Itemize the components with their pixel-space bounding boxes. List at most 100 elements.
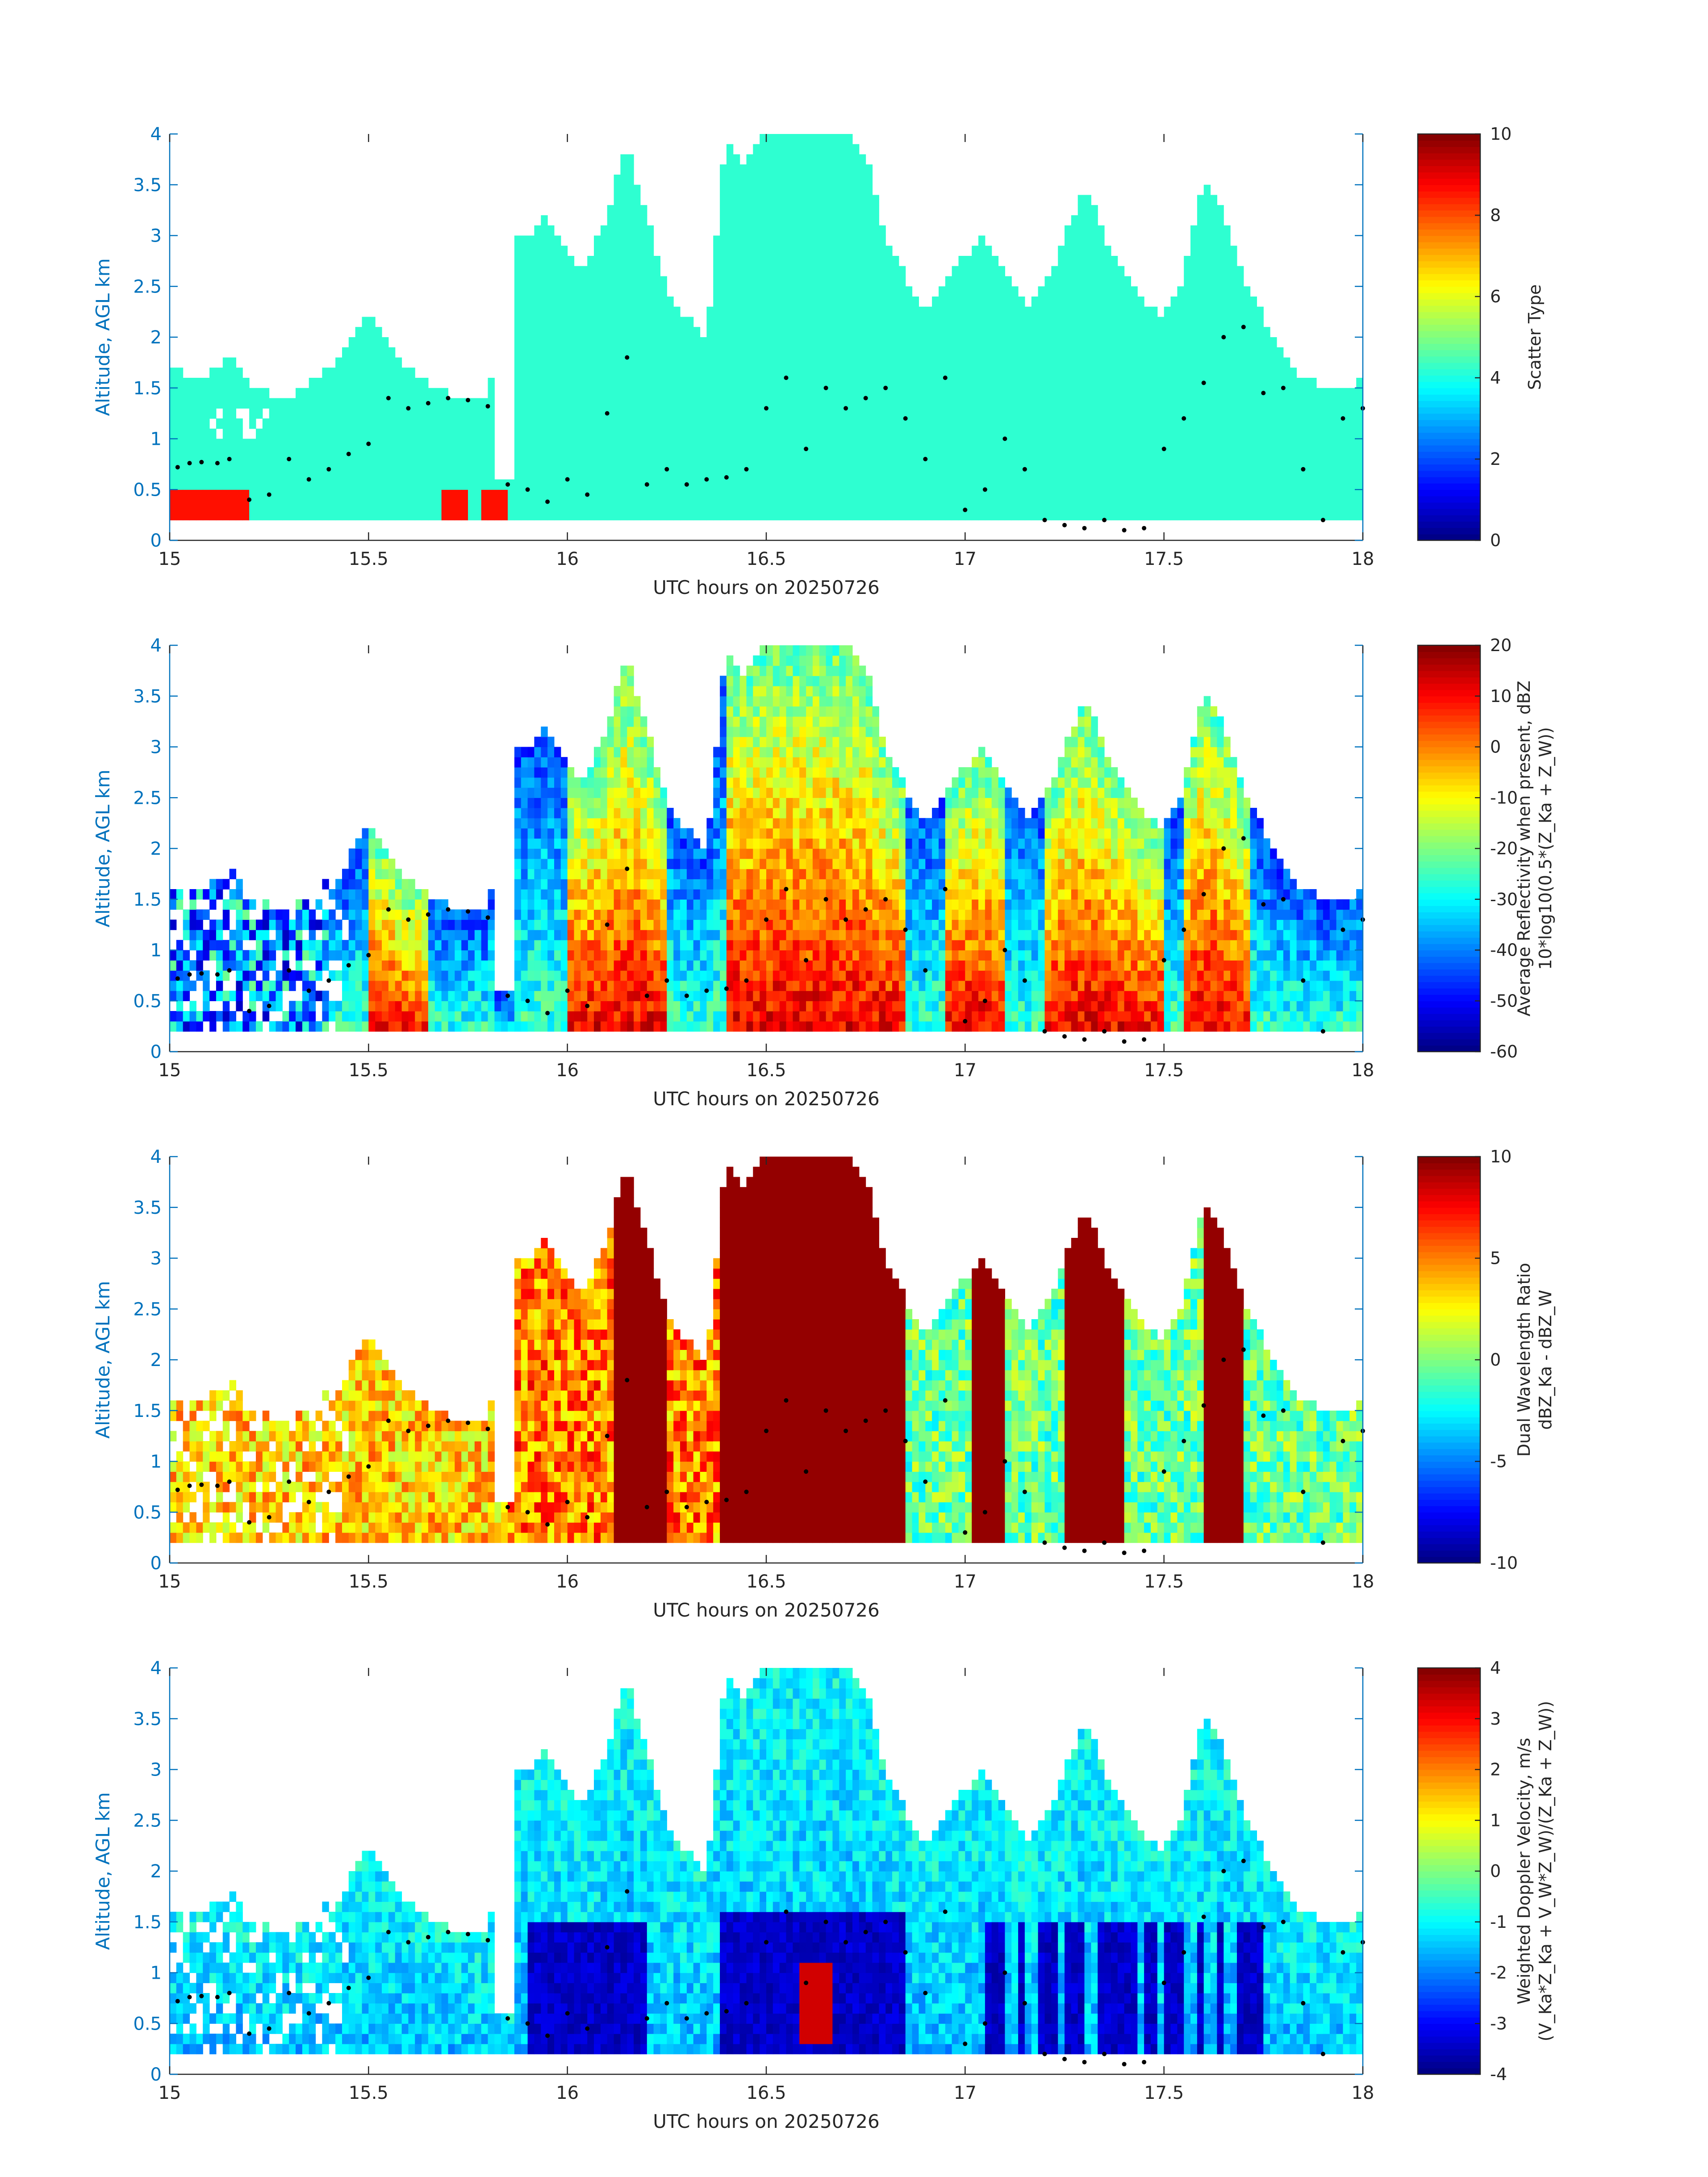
heatmap-cell: [812, 418, 820, 429]
heatmap-cell: [720, 225, 727, 236]
heatmap-cell: [753, 154, 760, 165]
heatmap-cell: [1329, 449, 1337, 460]
heatmap-cell: [1091, 500, 1098, 510]
heatmap-cell: [653, 297, 660, 307]
heatmap-cell: [620, 317, 627, 327]
heatmap-cell: [587, 428, 594, 439]
heatmap-cell: [183, 479, 190, 490]
heatmap-cell: [859, 347, 866, 358]
heatmap-cell: [1058, 246, 1065, 256]
heatmap-cell: [991, 469, 999, 480]
heatmap-cell: [939, 418, 946, 429]
heatmap-cell: [1131, 317, 1138, 327]
heatmap-cell: [726, 256, 734, 267]
heatmap-cell: [527, 439, 535, 449]
heatmap-cell: [872, 266, 879, 277]
heatmap-cell: [620, 286, 627, 297]
heatmap-cell: [203, 909, 210, 920]
heatmap-cell: [580, 266, 588, 277]
heatmap-cell: [315, 479, 322, 490]
heatmap-cell: [216, 950, 223, 961]
heatmap-cell: [653, 418, 660, 429]
heatmap-cell: [488, 408, 495, 419]
heatmap-cell: [998, 327, 1005, 338]
heatmap-cell: [846, 368, 853, 378]
heatmap-cell: [753, 479, 760, 490]
heatmap-cell: [753, 195, 760, 205]
heatmap-cell: [587, 449, 594, 460]
heatmap-cell: [222, 990, 230, 1001]
heatmap-cell: [620, 368, 627, 378]
heatmap-cell: [1065, 439, 1072, 449]
heatmap-cell: [846, 134, 853, 145]
heatmap-cell: [812, 439, 820, 449]
heatmap-cell: [872, 297, 879, 307]
heatmap-cell: [872, 327, 879, 338]
heatmap-cell: [686, 388, 694, 399]
heatmap-cell: [898, 439, 906, 449]
heatmap-cell: [434, 930, 442, 940]
heatmap-cell: [401, 1001, 409, 1011]
heatmap-cell: [527, 317, 535, 327]
heatmap-cell: [282, 1021, 289, 1032]
heatmap-cell: [222, 950, 230, 961]
heatmap-cell: [209, 489, 217, 500]
heatmap-cell: [189, 1001, 196, 1011]
heatmap-cell: [739, 337, 747, 348]
heatmap-cell: [634, 368, 641, 378]
colorbar-swatch: [1418, 330, 1480, 338]
heatmap-cell: [939, 479, 946, 490]
heatmap-cell: [1296, 500, 1303, 510]
heatmap-cell: [296, 510, 303, 521]
heatmap-cell: [534, 428, 541, 439]
heatmap-cell: [1077, 246, 1085, 256]
heatmap-cell: [1031, 469, 1039, 480]
heatmap-cell: [229, 459, 236, 470]
heatmap-cell: [514, 950, 522, 961]
heatmap-cell: [448, 489, 455, 500]
heatmap-cell: [196, 1021, 203, 1032]
heatmap-cell: [680, 479, 687, 490]
heatmap-cell: [846, 469, 853, 480]
heatmap-cell: [793, 205, 800, 216]
heatmap-cell: [249, 408, 256, 419]
heatmap-cell: [779, 144, 787, 155]
heatmap-cell: [1091, 235, 1098, 246]
heatmap-cell: [1243, 398, 1251, 409]
heatmap-cell: [488, 388, 495, 399]
heatmap-cell: [415, 930, 422, 940]
heatmap-cell: [527, 276, 535, 287]
heatmap-cell: [1018, 439, 1025, 449]
heatmap-cell: [1230, 246, 1237, 256]
heatmap-cell: [1336, 439, 1343, 449]
heatmap-cell: [401, 889, 409, 900]
heatmap-cell: [1197, 459, 1204, 470]
heatmap-cell: [607, 357, 614, 368]
heatmap-cell: [912, 327, 919, 338]
heatmap-cell: [335, 489, 342, 500]
heatmap-cell: [1349, 469, 1357, 480]
heatmap-cell: [1111, 388, 1118, 399]
heatmap-cell: [514, 459, 522, 470]
heatmap-cell: [1203, 246, 1211, 256]
heatmap-cell: [580, 479, 588, 490]
colorbar-swatch: [1418, 356, 1480, 363]
heatmap-cell: [925, 428, 932, 439]
heatmap-cell: [541, 357, 548, 368]
heatmap-cell: [382, 337, 389, 348]
heatmap-cell: [660, 388, 667, 399]
cloud-base-dot: [326, 467, 331, 472]
heatmap-cell: [720, 479, 727, 490]
heatmap-cell: [183, 489, 190, 500]
heatmap-cell: [839, 327, 846, 338]
heatmap-cell: [362, 828, 369, 839]
heatmap-cell: [885, 266, 893, 277]
heatmap-cell: [839, 205, 846, 216]
cloud-base-dot: [605, 411, 610, 416]
colorbar-tick-label: 6: [1490, 287, 1501, 306]
heatmap-cell: [455, 990, 462, 1001]
heatmap-cell: [653, 357, 660, 368]
heatmap-cell: [521, 235, 528, 246]
heatmap-cell: [865, 418, 873, 429]
heatmap-cell: [799, 469, 806, 480]
